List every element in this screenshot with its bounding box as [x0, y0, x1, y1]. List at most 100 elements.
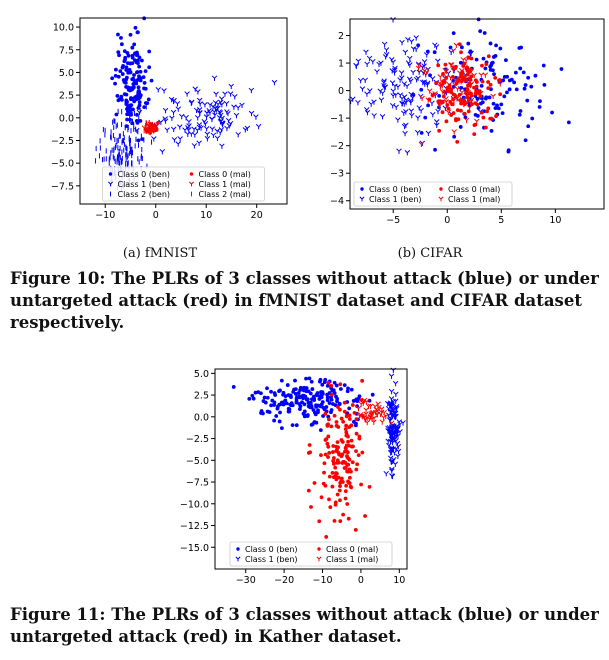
data-point [346, 386, 350, 391]
data-point [348, 484, 353, 489]
data-point [124, 65, 129, 70]
data-point [265, 386, 269, 391]
data-point [341, 419, 346, 424]
data-point [529, 84, 534, 89]
data-point [530, 116, 535, 121]
data-point [478, 72, 485, 78]
data-point [328, 505, 333, 510]
data-point [488, 64, 493, 69]
data-point [289, 395, 293, 400]
y-tick-label: 0.0 [194, 412, 209, 423]
data-point [395, 448, 402, 455]
data-point [192, 132, 198, 138]
legend-box [102, 166, 265, 202]
data-point [432, 50, 437, 55]
data-point [143, 101, 148, 105]
data-point [209, 116, 215, 122]
data-point [356, 453, 361, 458]
data-point [132, 51, 137, 56]
data-point [118, 69, 123, 74]
data-point [538, 99, 542, 104]
data-point [355, 99, 361, 106]
data-point [347, 406, 352, 411]
chart-cifar: −4 −3 −2 −1 0 1 2 −5 0 5 10 Class 0 (ben) Class 0 (m… [330, 17, 605, 226]
data-point [350, 403, 355, 407]
data-point [439, 89, 446, 95]
data-point [156, 120, 160, 125]
data-point [360, 378, 365, 383]
data-point [196, 124, 203, 130]
data-point [143, 69, 148, 74]
data-point [129, 112, 133, 117]
data-point [390, 412, 396, 419]
data-point [326, 380, 331, 385]
data-point [364, 419, 370, 426]
data-point [396, 148, 402, 154]
data-point [339, 476, 344, 481]
data-point [461, 64, 466, 68]
data-point [363, 407, 369, 413]
y-tick-label: −5.0 [51, 159, 74, 170]
data-point [155, 86, 161, 93]
data-point [222, 91, 228, 97]
data-point [271, 79, 278, 86]
data-point [385, 438, 391, 445]
data-point [283, 394, 288, 398]
data-point [423, 115, 428, 120]
data-point [306, 451, 311, 455]
data-point [307, 443, 312, 447]
data-point [216, 109, 223, 115]
legend-label: Class 2 (ben) [118, 190, 171, 199]
data-point [437, 93, 442, 98]
data-point [142, 105, 147, 109]
data-point [350, 96, 356, 102]
data-point [525, 98, 530, 103]
legend-label: Class 1 (mal) [326, 555, 378, 564]
data-point [383, 470, 389, 477]
y-tick-label: 5.0 [194, 369, 209, 380]
data-point [503, 58, 508, 63]
data-point [336, 405, 340, 409]
data-point [483, 66, 488, 71]
data-point [239, 102, 245, 108]
data-point [506, 148, 511, 153]
data-point [458, 60, 463, 65]
data-point [468, 49, 473, 54]
data-point [138, 76, 143, 81]
data-point [526, 124, 531, 129]
data-point [463, 92, 469, 98]
data-point [342, 466, 347, 470]
data-point [204, 131, 211, 137]
data-point [377, 88, 384, 94]
data-point [425, 97, 431, 103]
data-point [314, 392, 319, 397]
y-tick-label: −1 [330, 114, 344, 125]
data-point [401, 81, 408, 87]
data-point [379, 114, 386, 120]
data-point [393, 391, 399, 398]
data-point [260, 411, 265, 416]
data-point [354, 467, 359, 472]
data-point [269, 389, 273, 394]
data-point [309, 405, 314, 410]
data-point [225, 117, 232, 124]
data-point [330, 450, 335, 454]
data-point [253, 390, 258, 395]
scatter-points [347, 17, 571, 156]
data-point [175, 141, 181, 147]
data-point [518, 109, 523, 113]
data-point [478, 90, 484, 97]
data-point [428, 73, 432, 78]
data-point [121, 78, 126, 82]
legend-label: Class 1 (mal) [199, 180, 251, 189]
data-point [400, 420, 406, 426]
data-point [137, 95, 142, 100]
data-point [332, 518, 337, 523]
data-point [231, 385, 236, 389]
data-point [133, 25, 138, 30]
data-point [344, 423, 349, 428]
data-point [486, 54, 491, 59]
data-point [449, 113, 454, 117]
data-point [337, 452, 342, 457]
data-point [381, 41, 388, 48]
